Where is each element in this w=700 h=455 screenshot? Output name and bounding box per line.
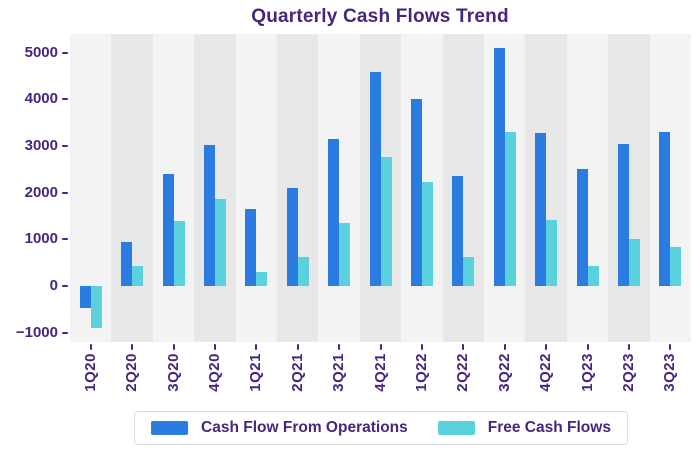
y-tick-label-1000: 1000: [24, 230, 58, 248]
plot-area: [70, 34, 692, 342]
y-tick-0: [62, 285, 68, 287]
legend-swatch-cash-flow-from-operations: [151, 421, 189, 435]
bar-cfo-4Q21: [369, 72, 381, 286]
x-tick-label-3Q20: 3Q20: [164, 353, 182, 392]
x-tick-1Q20: [89, 344, 92, 350]
x-tick-label-3Q21: 3Q21: [330, 353, 348, 392]
x-tick-2Q22: [462, 344, 465, 350]
x-tick-label-4Q20: 4Q20: [205, 353, 223, 392]
bar-cfo-3Q22: [493, 48, 505, 286]
y-tick-2000: [62, 191, 68, 194]
x-tick-1Q23: [586, 344, 589, 350]
bar-cfo-4Q20: [203, 145, 215, 286]
background-band-4Q22: [525, 34, 568, 342]
x-tick-label-1Q22: 1Q22: [412, 353, 430, 392]
background-band-3Q20: [152, 34, 195, 342]
x-tick-label-1Q20: 1Q20: [81, 353, 99, 392]
legend-label-free-cash-flows: Free Cash Flows: [487, 419, 611, 436]
bar-fcf-1Q20: [90, 286, 102, 328]
background-band-2Q21: [277, 34, 319, 342]
background-band-3Q23: [649, 34, 692, 342]
x-tick-label-2Q21: 2Q21: [288, 353, 306, 392]
bar-fcf-1Q22: [421, 181, 433, 286]
x-tick-label-2Q23: 2Q23: [619, 353, 637, 392]
bar-cfo-2Q20: [121, 241, 133, 286]
x-tick-2Q21: [296, 344, 299, 350]
bar-cfo-2Q23: [617, 143, 629, 286]
y-tick-1000: [62, 238, 68, 241]
bar-fcf-4Q22: [546, 219, 558, 286]
bar-fcf-3Q21: [339, 223, 351, 286]
x-tick-3Q21: [338, 344, 341, 350]
y-tick-5000: [62, 51, 68, 54]
background-band-2Q22: [442, 34, 485, 342]
legend: Cash Flow From Operations Free Cash Flow…: [134, 411, 628, 445]
legend-label-cash-flow-from-operations: Cash Flow From Operations: [201, 419, 408, 436]
background-band-4Q20: [194, 34, 237, 342]
y-tick-label-5000: 5000: [24, 43, 58, 61]
x-tick-label-1Q23: 1Q23: [578, 353, 596, 392]
x-tick-4Q21: [379, 344, 382, 350]
bar-fcf-2Q22: [463, 256, 475, 286]
background-band-1Q23: [566, 34, 609, 342]
bar-fcf-2Q23: [628, 239, 640, 286]
x-tick-4Q20: [213, 344, 216, 350]
background-band-2Q20: [111, 34, 154, 342]
x-tick-label-3Q22: 3Q22: [495, 353, 513, 392]
bar-cfo-2Q21: [286, 187, 298, 286]
y-tick-label-0: 0: [49, 277, 58, 294]
bar-fcf-2Q21: [297, 256, 309, 286]
y-tick-label--1000: −1000: [15, 323, 58, 341]
bar-cfo-4Q22: [535, 132, 547, 286]
legend-swatch-free-cash-flows: [437, 421, 475, 435]
bar-cfo-2Q22: [452, 175, 464, 286]
background-band-2Q23: [608, 34, 651, 342]
y-tick-label-3000: 3000: [24, 137, 58, 154]
x-tick-2Q20: [131, 344, 134, 350]
bar-cfo-1Q23: [576, 169, 588, 286]
bar-fcf-1Q23: [587, 265, 599, 286]
x-tick-label-4Q21: 4Q21: [371, 353, 389, 392]
y-tick-label-4000: 4000: [24, 90, 58, 108]
x-tick-label-4Q22: 4Q22: [537, 353, 555, 392]
x-tick-3Q22: [503, 344, 506, 350]
x-tick-label-2Q22: 2Q22: [454, 353, 472, 392]
x-tick-label-2Q20: 2Q20: [123, 353, 141, 392]
x-tick-1Q21: [255, 344, 258, 350]
x-tick-3Q20: [172, 344, 175, 350]
x-tick-2Q23: [627, 344, 630, 350]
bar-cfo-3Q20: [162, 174, 174, 286]
bar-fcf-3Q23: [670, 247, 682, 286]
y-tick-3000: [62, 145, 68, 147]
bar-cfo-3Q21: [328, 139, 340, 286]
bar-fcf-3Q20: [173, 220, 185, 286]
x-tick-1Q22: [420, 344, 423, 350]
bar-fcf-3Q22: [504, 132, 516, 286]
background-band-1Q21: [235, 34, 278, 342]
x-tick-label-3Q23: 3Q23: [661, 353, 679, 392]
bar-fcf-2Q20: [132, 266, 144, 286]
bar-cfo-1Q22: [410, 99, 422, 286]
bar-fcf-4Q20: [214, 198, 226, 286]
x-tick-label-1Q21: 1Q21: [247, 353, 265, 392]
x-tick-4Q22: [545, 344, 548, 350]
y-tick-4000: [62, 98, 68, 101]
bar-cfo-1Q20: [79, 286, 91, 309]
y-tick-label-2000: 2000: [24, 183, 58, 201]
bar-cfo-1Q21: [245, 209, 257, 286]
chart-title: Quarterly Cash Flows Trend: [251, 6, 509, 27]
bar-cfo-3Q23: [659, 132, 671, 286]
bar-fcf-4Q21: [380, 156, 392, 286]
y-tick--1000: [62, 331, 68, 334]
x-tick-3Q23: [669, 344, 672, 350]
background-band-3Q21: [318, 34, 361, 342]
bar-fcf-1Q21: [256, 272, 268, 286]
